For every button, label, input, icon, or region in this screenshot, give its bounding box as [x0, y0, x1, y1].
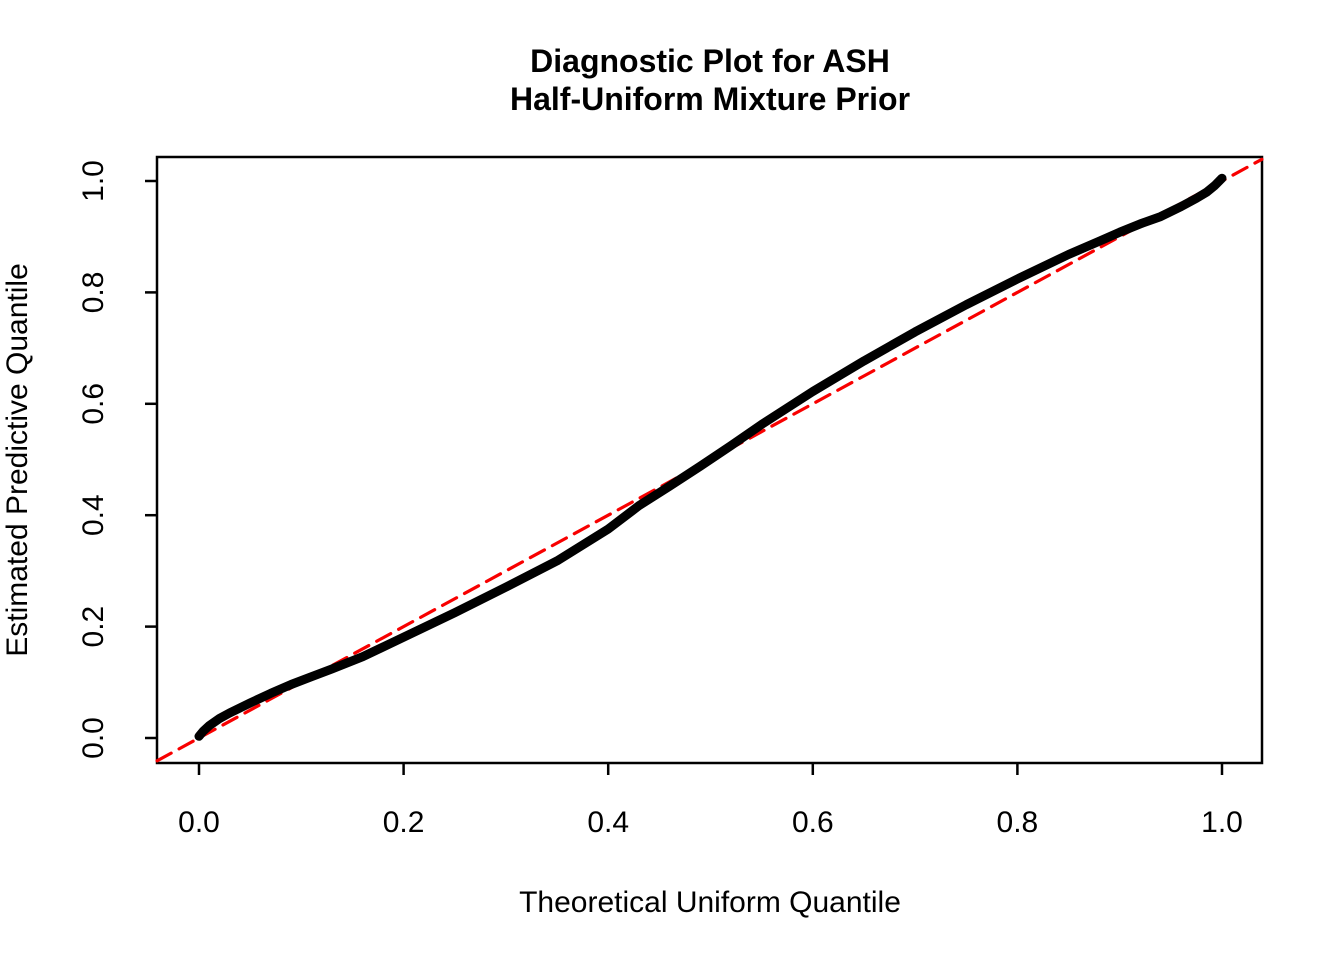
y-tick-label: 0.0 — [77, 717, 110, 759]
x-axis-ticks: 0.0 0.2 0.4 0.6 0.8 1.0 — [178, 763, 1243, 839]
y-tick-label: 0.4 — [77, 494, 110, 536]
y-axis-label: Estimated Predictive Quantile — [1, 263, 34, 657]
y-tick-label: 0.8 — [77, 272, 110, 314]
x-tick-label: 0.6 — [792, 806, 834, 839]
x-tick-label: 0.0 — [178, 806, 220, 839]
plot-box — [155, 155, 1264, 765]
y-tick-label: 0.6 — [77, 383, 110, 425]
y-tick-label: 1.0 — [77, 160, 110, 202]
plot-title-line1: Diagnostic Plot for ASH — [530, 43, 890, 79]
y-axis-ticks: 0.0 0.2 0.4 0.6 0.8 1.0 — [77, 160, 157, 759]
x-tick-label: 1.0 — [1201, 806, 1243, 839]
x-axis-label: Theoretical Uniform Quantile — [519, 886, 901, 919]
x-tick-label: 0.8 — [997, 806, 1039, 839]
y-tick-label: 0.2 — [77, 606, 110, 648]
series-layer — [155, 157, 1264, 763]
x-tick-label: 0.2 — [383, 806, 425, 839]
x-tick-label: 0.4 — [587, 806, 629, 839]
estimated-vs-theoretical-quantile-curve — [194, 173, 1227, 741]
plot-title-line2: Half-Uniform Mixture Prior — [510, 81, 910, 117]
